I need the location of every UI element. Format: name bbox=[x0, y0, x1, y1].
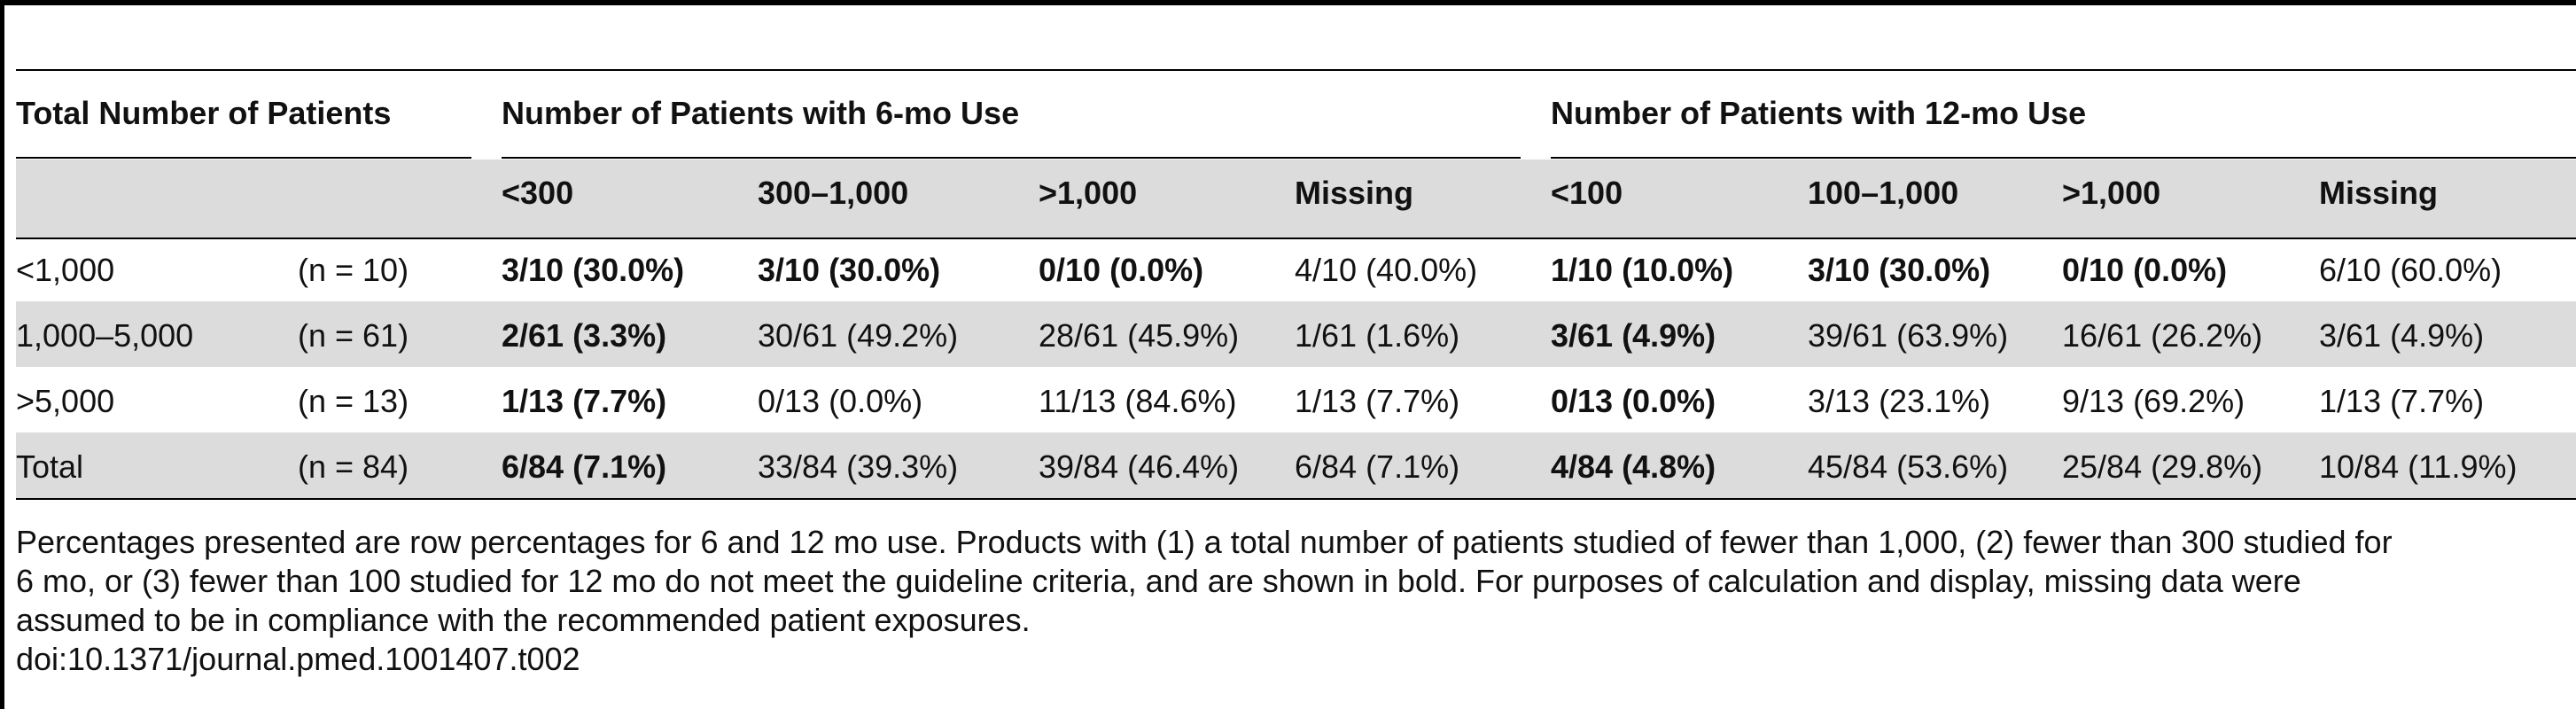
row-n: (n = 10) bbox=[298, 252, 409, 288]
subheader-6mo-gt1000: >1,000 bbox=[1039, 175, 1138, 211]
table-cell: 3/13 (23.1%) bbox=[1808, 383, 1991, 419]
table-cell: 3/10 (30.0%) bbox=[758, 252, 941, 288]
table-cell: 1/13 (7.7%) bbox=[502, 383, 667, 419]
table-cell: 1/13 (7.7%) bbox=[1295, 383, 1460, 419]
table-cell: 4/10 (40.0%) bbox=[1295, 252, 1478, 288]
group6-rule bbox=[502, 157, 1521, 159]
footnote-line-2: 6 mo, or (3) fewer than 100 studied for … bbox=[16, 563, 2301, 599]
row-n: (n = 13) bbox=[298, 383, 409, 419]
table-cell: 28/61 (45.9%) bbox=[1039, 317, 1240, 354]
doi-line: doi:10.1371/journal.pmed.1001407.t002 bbox=[16, 641, 580, 677]
table-cell: 25/84 (29.8%) bbox=[2062, 448, 2263, 485]
group12-rule bbox=[1551, 157, 2576, 159]
total-header-rule bbox=[16, 157, 471, 159]
table-cell: 4/84 (4.8%) bbox=[1551, 448, 1716, 485]
table-cell: 0/10 (0.0%) bbox=[1039, 252, 1204, 288]
table-cell: 30/61 (49.2%) bbox=[758, 317, 959, 354]
table-cell: 6/84 (7.1%) bbox=[1295, 448, 1460, 485]
table-cell: 6/84 (7.1%) bbox=[502, 448, 667, 485]
footnote-line-1: Percentages presented are row percentage… bbox=[16, 524, 2393, 560]
table-cell: 10/84 (11.9%) bbox=[2319, 448, 2518, 485]
subheader-6mo-300-1000: 300–1,000 bbox=[758, 175, 909, 211]
table-cell: 1/61 (1.6%) bbox=[1295, 317, 1460, 354]
subheader-12mo-gt1000: >1,000 bbox=[2062, 175, 2161, 211]
subheader-6mo-lt300: <300 bbox=[502, 175, 574, 211]
table-cell: 11/13 (84.6%) bbox=[1039, 383, 1237, 419]
header-total-patients: Total Number of Patients bbox=[16, 95, 392, 131]
table-cell: 0/10 (0.0%) bbox=[2062, 252, 2228, 288]
subheader-6mo-missing: Missing bbox=[1295, 175, 1414, 211]
table-cell: 39/84 (46.4%) bbox=[1039, 448, 1240, 485]
header-group-12mo: Number of Patients with 12-mo Use bbox=[1551, 95, 2087, 131]
subheader-12mo-100-1000: 100–1,000 bbox=[1808, 175, 1959, 211]
row-label: >5,000 bbox=[16, 383, 115, 419]
row-label: <1,000 bbox=[16, 252, 115, 288]
row-label: Total bbox=[16, 448, 84, 485]
row-label: 1,000–5,000 bbox=[16, 317, 194, 354]
table-cell: 3/10 (30.0%) bbox=[1808, 252, 1991, 288]
table-cell: 45/84 (53.6%) bbox=[1808, 448, 2009, 485]
footnote-line-3: assumed to be in compliance with the rec… bbox=[16, 602, 1031, 638]
table-cell: 0/13 (0.0%) bbox=[1551, 383, 1716, 419]
table-cell: 0/13 (0.0%) bbox=[758, 383, 923, 419]
row-n: (n = 84) bbox=[298, 448, 409, 485]
table-cell: 3/61 (4.9%) bbox=[2319, 317, 2485, 354]
subheader-band bbox=[16, 160, 2576, 238]
row-band-total bbox=[16, 432, 2576, 498]
table-cell: 16/61 (26.2%) bbox=[2062, 317, 2263, 354]
row-n: (n = 61) bbox=[298, 317, 409, 354]
subheader-12mo-missing: Missing bbox=[2319, 175, 2439, 211]
row-band-1000-5000 bbox=[16, 301, 2576, 367]
table-cell: 2/61 (3.3%) bbox=[502, 317, 667, 354]
header-group-6mo: Number of Patients with 6-mo Use bbox=[502, 95, 1020, 131]
top-rule bbox=[0, 0, 2576, 5]
table-cell: 33/84 (39.3%) bbox=[758, 448, 959, 485]
left-edge-bar bbox=[0, 0, 4, 709]
table-cell: 3/10 (30.0%) bbox=[502, 252, 685, 288]
table-cell: 39/61 (63.9%) bbox=[1808, 317, 2009, 354]
header-bottom-rule bbox=[16, 238, 2576, 239]
subheader-12mo-lt100: <100 bbox=[1551, 175, 1623, 211]
table-cell: 6/10 (60.0%) bbox=[2319, 252, 2502, 288]
table-top-rule bbox=[16, 69, 2576, 71]
table-cell: 3/61 (4.9%) bbox=[1551, 317, 1716, 354]
table-cell: 1/13 (7.7%) bbox=[2319, 383, 2485, 419]
table-bottom-rule bbox=[16, 498, 2576, 500]
table-cell: 1/10 (10.0%) bbox=[1551, 252, 1734, 288]
table-cell: 9/13 (69.2%) bbox=[2062, 383, 2245, 419]
